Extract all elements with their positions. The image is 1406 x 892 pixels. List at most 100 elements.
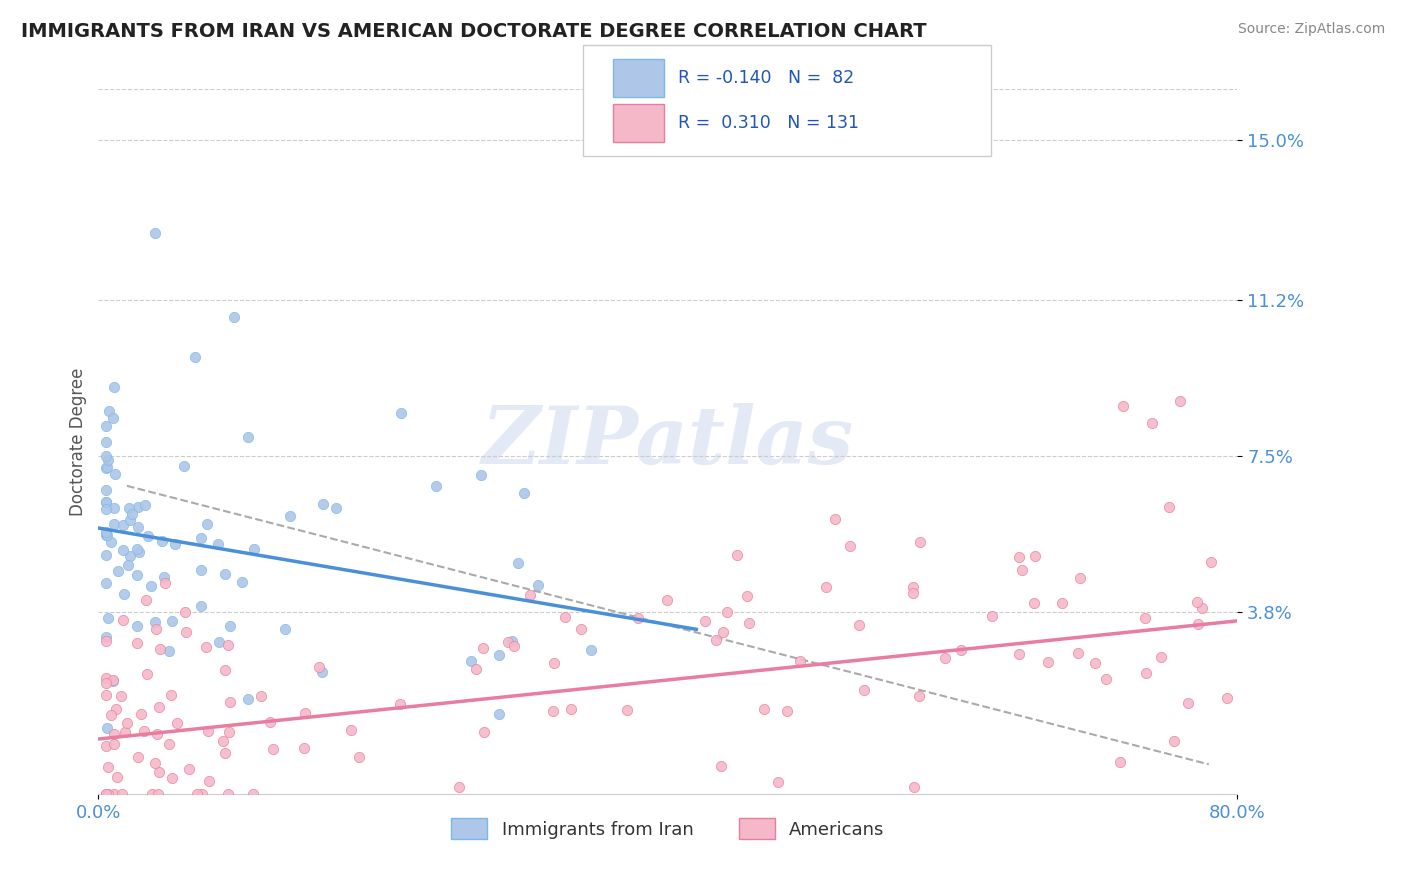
Point <box>103 501 125 516</box>
Point <box>815 580 838 594</box>
Point <box>506 556 529 570</box>
Point <box>768 775 790 789</box>
Point <box>94 675 117 690</box>
Point <box>94 672 117 686</box>
Point <box>242 787 264 801</box>
Point <box>472 725 495 739</box>
Point <box>111 613 134 627</box>
Point <box>496 635 519 649</box>
Point <box>1163 733 1185 747</box>
Point <box>218 725 240 739</box>
Point <box>127 750 149 764</box>
Point <box>148 700 170 714</box>
Point <box>155 576 177 591</box>
Point <box>183 350 205 364</box>
Point <box>710 759 733 773</box>
Point <box>294 706 316 721</box>
Point <box>103 737 125 751</box>
Point <box>97 787 120 801</box>
Point <box>908 689 931 703</box>
Point <box>135 593 157 607</box>
Point <box>97 611 120 625</box>
Point <box>97 760 120 774</box>
Point <box>1022 596 1045 610</box>
Point <box>1067 646 1090 660</box>
Point <box>735 589 758 603</box>
Point <box>1108 755 1130 769</box>
Point <box>711 625 734 640</box>
Point <box>1170 394 1192 409</box>
Point <box>101 673 124 687</box>
Point <box>160 614 183 628</box>
Point <box>146 787 169 801</box>
Point <box>512 486 534 500</box>
Point <box>166 715 188 730</box>
Point <box>103 517 125 532</box>
Point <box>94 787 117 801</box>
Point <box>211 734 233 748</box>
Point <box>112 587 135 601</box>
Point <box>980 609 1002 624</box>
Point <box>120 549 142 563</box>
Point <box>134 498 156 512</box>
Point <box>1050 596 1073 610</box>
Point <box>908 534 931 549</box>
Point <box>543 656 565 670</box>
Point <box>127 520 149 534</box>
Point <box>236 692 259 706</box>
Point <box>131 707 153 722</box>
Point <box>752 702 775 716</box>
Point <box>103 726 125 740</box>
Point <box>262 742 284 756</box>
Point <box>214 746 236 760</box>
Point <box>472 641 495 656</box>
Point <box>218 694 240 708</box>
Point <box>190 599 212 614</box>
Point <box>1201 555 1223 569</box>
Point <box>100 707 122 722</box>
Point <box>901 586 924 600</box>
Point <box>1084 656 1107 670</box>
Point <box>118 513 141 527</box>
Point <box>278 508 301 523</box>
Point <box>738 615 761 630</box>
Point <box>903 780 925 794</box>
Point <box>127 542 149 557</box>
Point <box>139 579 162 593</box>
Point <box>1159 500 1181 514</box>
Point <box>214 663 236 677</box>
Point <box>236 429 259 443</box>
Point <box>103 380 125 394</box>
Point <box>949 643 972 657</box>
Point <box>447 780 470 795</box>
Point <box>627 610 650 624</box>
Point <box>347 750 370 764</box>
Text: Source: ZipAtlas.com: Source: ZipAtlas.com <box>1237 22 1385 37</box>
Point <box>132 723 155 738</box>
Point <box>143 615 166 629</box>
Point <box>160 771 183 785</box>
Point <box>104 702 127 716</box>
Point <box>96 449 118 463</box>
Point <box>163 537 186 551</box>
Point <box>198 773 221 788</box>
Point <box>96 460 118 475</box>
Point <box>145 226 167 240</box>
Point <box>934 651 956 665</box>
Point <box>111 518 134 533</box>
Point <box>103 787 125 801</box>
Point <box>177 762 200 776</box>
Text: IMMIGRANTS FROM IRAN VS AMERICAN DOCTORATE DEGREE CORRELATION CHART: IMMIGRANTS FROM IRAN VS AMERICAN DOCTORA… <box>21 22 927 41</box>
Point <box>554 610 576 624</box>
Point <box>1036 655 1059 669</box>
Point <box>1008 550 1031 565</box>
Point <box>704 632 727 647</box>
Point <box>901 580 924 594</box>
Legend: Immigrants from Iran, Americans: Immigrants from Iran, Americans <box>441 809 894 848</box>
Point <box>136 666 159 681</box>
Point <box>1177 696 1199 710</box>
Point <box>94 549 117 563</box>
Point <box>127 618 149 632</box>
Point <box>125 567 148 582</box>
Point <box>115 715 138 730</box>
